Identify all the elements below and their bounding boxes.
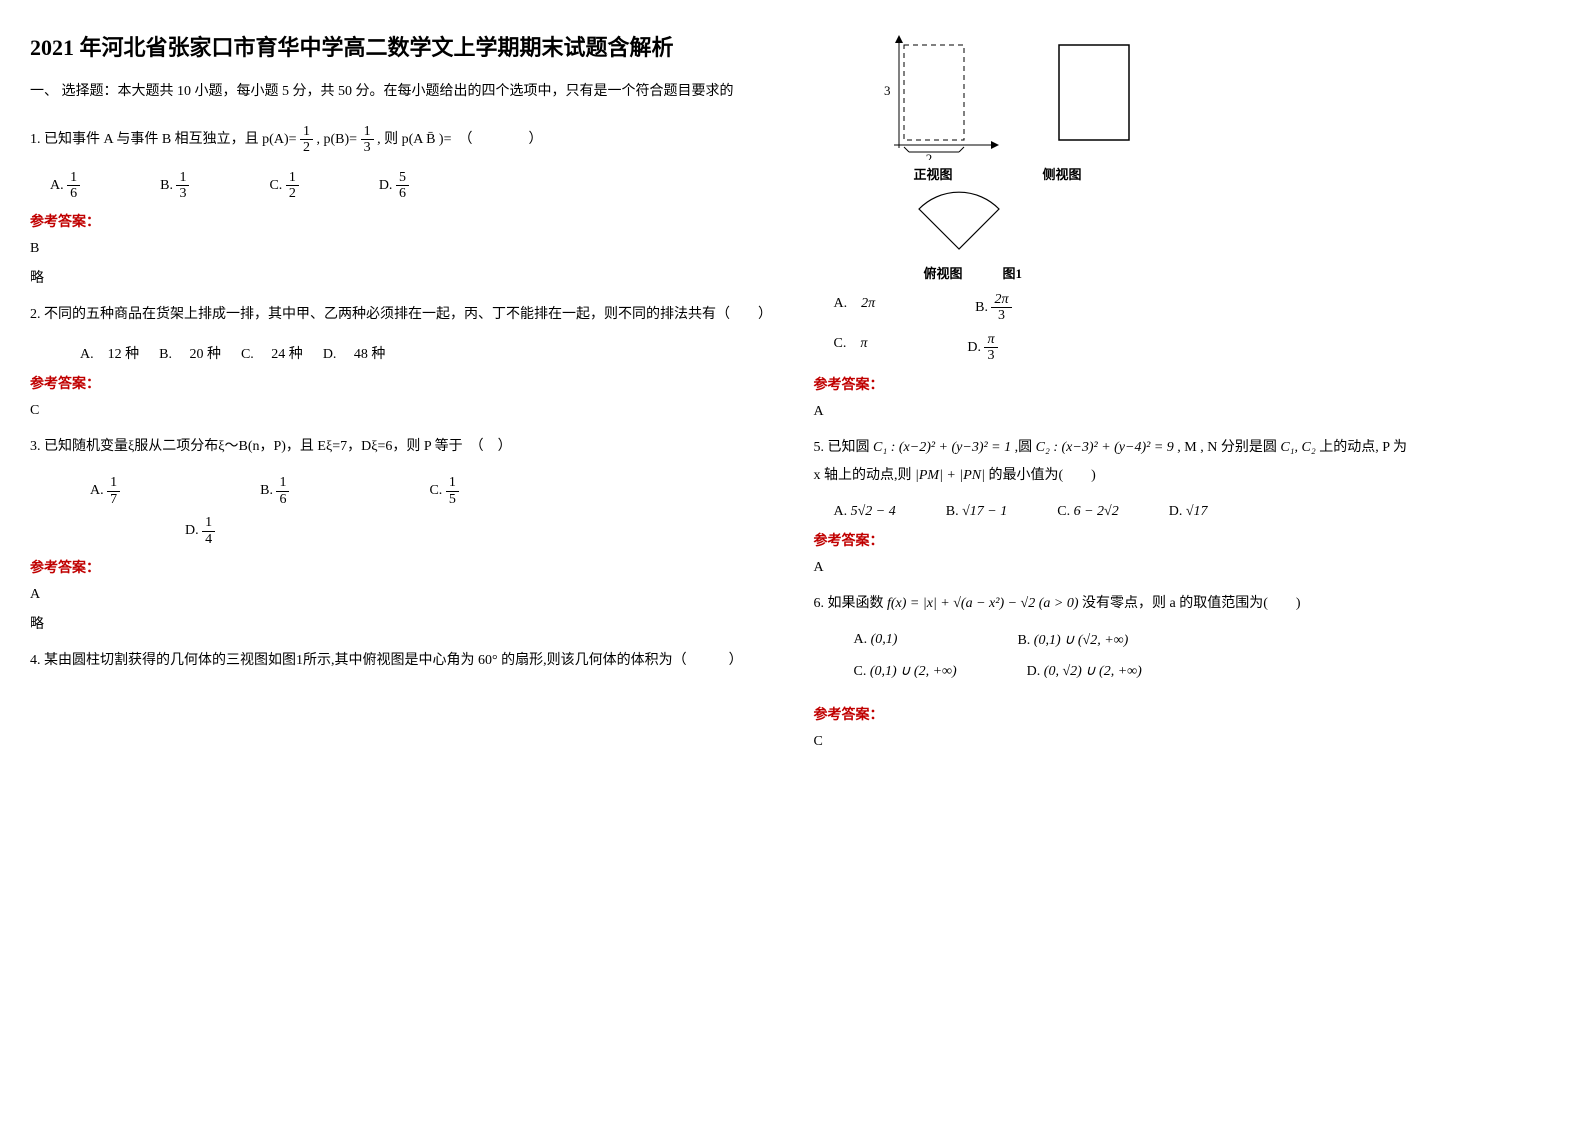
q4-diagram-block: 3 2 正视图 侧视图 — [874, 30, 1558, 282]
q6-choice-C: C. (0,1) ∪ (2, +∞) — [854, 663, 957, 680]
q6-b: 没有零点，则 a 的取值范围为( ) — [1082, 596, 1301, 611]
q2-choice-B: B. 20 种 — [159, 343, 221, 363]
q5-ans-h: 参考答案： — [814, 530, 1558, 550]
q1-choice-A: A. 16 — [50, 170, 80, 202]
q2-choice-D: D. 48 种 — [323, 343, 386, 363]
q5-m2: , M , N 分别是圆 — [1177, 440, 1280, 455]
q1-stem-b: , 则 p(A B̄ )= （ ） — [377, 132, 542, 147]
front-view-label: 正视图 — [914, 164, 953, 183]
right-column: 3 2 正视图 侧视图 — [814, 30, 1558, 760]
q5-m1: ,圆 — [1015, 440, 1036, 455]
question-2: 2. 不同的五种商品在货架上排成一排，其中甲、乙两种必须排在一起，丙、丁不能排在… — [30, 301, 774, 329]
question-5: 5. 已知圆 C₁ : (x−2)² + (y−3)² = 1 ,圆 C₂ : … — [814, 434, 1558, 490]
q3-choices-top: A. 17 B. 16 C. 15 — [90, 475, 774, 507]
q1-choice-C: C. 12 — [269, 170, 298, 202]
q1-mid: , p(B)= — [317, 132, 361, 147]
q1-ans-h: 参考答案： — [30, 211, 774, 231]
question-4: 4. 某由圆柱切割获得的几何体的三视图如图1所示,其中俯视图是中心角为 60° … — [30, 647, 774, 675]
question-1: 1. 已知事件 A 与事件 B 相互独立，且 p(A)= 12 , p(B)= … — [30, 124, 774, 156]
q3-ans-h: 参考答案： — [30, 557, 774, 577]
q5-choice-A: A. 5√2 − 4 — [834, 504, 896, 520]
q6-choice-B: B. (0,1) ∪ (√2, +∞) — [1017, 632, 1128, 649]
q5-l2b: 的最小值为( ) — [988, 468, 1095, 483]
q5-choice-C: C. 6 − 2√2 — [1057, 504, 1118, 520]
q3-choice-D: D. 14 — [185, 523, 215, 538]
q5-a: 5. 已知圆 — [814, 440, 874, 455]
q4-choices-row1: A. 2π B. 2π3 — [834, 292, 1558, 324]
section-1-intro: 一、 选择题：本大题共 10 小题，每小题 5 分，共 50 分。在每小题给出的… — [30, 80, 774, 104]
q1-pB: 13 — [361, 124, 374, 156]
q6-choices-r1: A. (0,1) B. (0,1) ∪ (√2, +∞) — [854, 632, 1558, 649]
side-view-svg — [1054, 30, 1144, 160]
q3-choice-B: B. 16 — [260, 475, 289, 507]
q3-choice-A: A. 17 — [90, 475, 120, 507]
q5-ans: A — [814, 560, 1558, 576]
q5-m3: 上的动点, P 为 — [1319, 440, 1407, 455]
q3-note: 略 — [30, 613, 774, 633]
left-column: 2021 年河北省张家口市育华中学高二数学文上学期期末试题含解析 一、 选择题：… — [30, 30, 774, 760]
side-view-label: 侧视图 — [1043, 164, 1082, 183]
question-6: 6. 如果函数 f(x) = |x| + √(a − x²) − √2 (a >… — [814, 590, 1558, 618]
q4-ans: A — [814, 404, 1558, 420]
q6-ans: C — [814, 734, 1558, 750]
q6-ans-h: 参考答案： — [814, 704, 1558, 724]
q4-choice-D: D. π3 — [967, 332, 997, 364]
q3-choices-bottom: D. 14 — [185, 515, 774, 547]
q5-c12: C₁, C₂ — [1280, 440, 1315, 455]
q4-choices-row2: C. π D. π3 — [834, 332, 1558, 364]
q4-choice-B: B. 2π3 — [975, 292, 1011, 324]
q5-c2: C₂ : (x−3)² + (y−4)² = 9 — [1036, 440, 1174, 455]
q1-pA: 12 — [300, 124, 313, 156]
q5-expr: |PM| + |PN| — [915, 468, 985, 483]
q4-choice-C: C. π — [834, 332, 868, 364]
q2-choices: A. 12 种 B. 20 种 C. 24 种 D. 48 种 — [80, 343, 774, 363]
q4-fignum: 1 — [296, 653, 303, 668]
q4-angle: 60° — [478, 653, 498, 668]
question-3: 3. 已知随机变量ξ服从二项分布ξ～B(n，P)，且 Eξ=7，Dξ=6，则 P… — [30, 433, 774, 461]
q3-ans: A — [30, 587, 774, 603]
q4-stem-c: 的扇形,则该几何体的体积为（ ） — [498, 653, 743, 668]
axis-y-label: 3 — [884, 83, 891, 98]
q6-choice-A: A. (0,1) — [854, 632, 898, 649]
q6-a: 6. 如果函数 — [814, 596, 888, 611]
q4-stem-b: 所示,其中俯视图是中心角为 — [303, 653, 478, 668]
q2-ans: C — [30, 403, 774, 419]
q5-choice-B: B. √17 − 1 — [946, 504, 1007, 520]
q5-c1: C₁ : (x−2)² + (y−3)² = 1 — [873, 440, 1011, 455]
q5-choice-D: D. √17 — [1169, 504, 1208, 520]
q1-choices: A. 16 B. 13 C. 12 D. 56 — [50, 170, 774, 202]
top-view-label: 俯视图 — [924, 263, 963, 282]
axis-x-label: 2 — [925, 151, 932, 160]
q6-fx: f(x) = |x| + √(a − x²) − √2 (a > 0) — [887, 596, 1079, 611]
q3-choice-C: C. 15 — [429, 475, 458, 507]
q1-choice-B: B. 13 — [160, 170, 189, 202]
q2-choice-A: A. 12 种 — [80, 343, 139, 363]
q6-choice-D: D. (0, √2) ∪ (2, +∞) — [1027, 663, 1142, 680]
top-view-svg — [904, 189, 1014, 259]
q1-ans: B — [30, 241, 774, 257]
doc-title: 2021 年河北省张家口市育华中学高二数学文上学期期末试题含解析 — [30, 30, 774, 62]
q1-choice-D: D. 56 — [379, 170, 409, 202]
q6-choices-r2: C. (0,1) ∪ (2, +∞) D. (0, √2) ∪ (2, +∞) — [854, 663, 1558, 680]
front-view-svg: 3 2 — [874, 30, 1004, 160]
fig-label: 图1 — [1003, 263, 1023, 282]
q1-stem-a: 1. 已知事件 A 与事件 B 相互独立，且 p(A)= — [30, 132, 300, 147]
q2-choice-C: C. 24 种 — [241, 343, 303, 363]
q4-stem-a: 4. 某由圆柱切割获得的几何体的三视图如图 — [30, 653, 296, 668]
q5-choices: A. 5√2 − 4 B. √17 − 1 C. 6 − 2√2 D. √17 — [834, 504, 1558, 520]
q4-ans-h: 参考答案： — [814, 374, 1558, 394]
q4-choice-A: A. 2π — [834, 292, 876, 324]
q1-note: 略 — [30, 267, 774, 287]
q5-l2a: x 轴上的动点,则 — [814, 468, 916, 483]
q2-ans-h: 参考答案： — [30, 373, 774, 393]
